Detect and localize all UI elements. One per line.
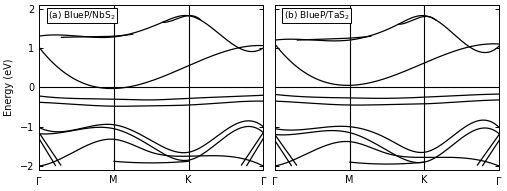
Text: (a) BlueP/NbS$_2$: (a) BlueP/NbS$_2$ [48, 10, 116, 22]
Text: (b) BlueP/TaS$_2$: (b) BlueP/TaS$_2$ [284, 10, 350, 22]
Y-axis label: Energy (eV): Energy (eV) [4, 59, 14, 116]
